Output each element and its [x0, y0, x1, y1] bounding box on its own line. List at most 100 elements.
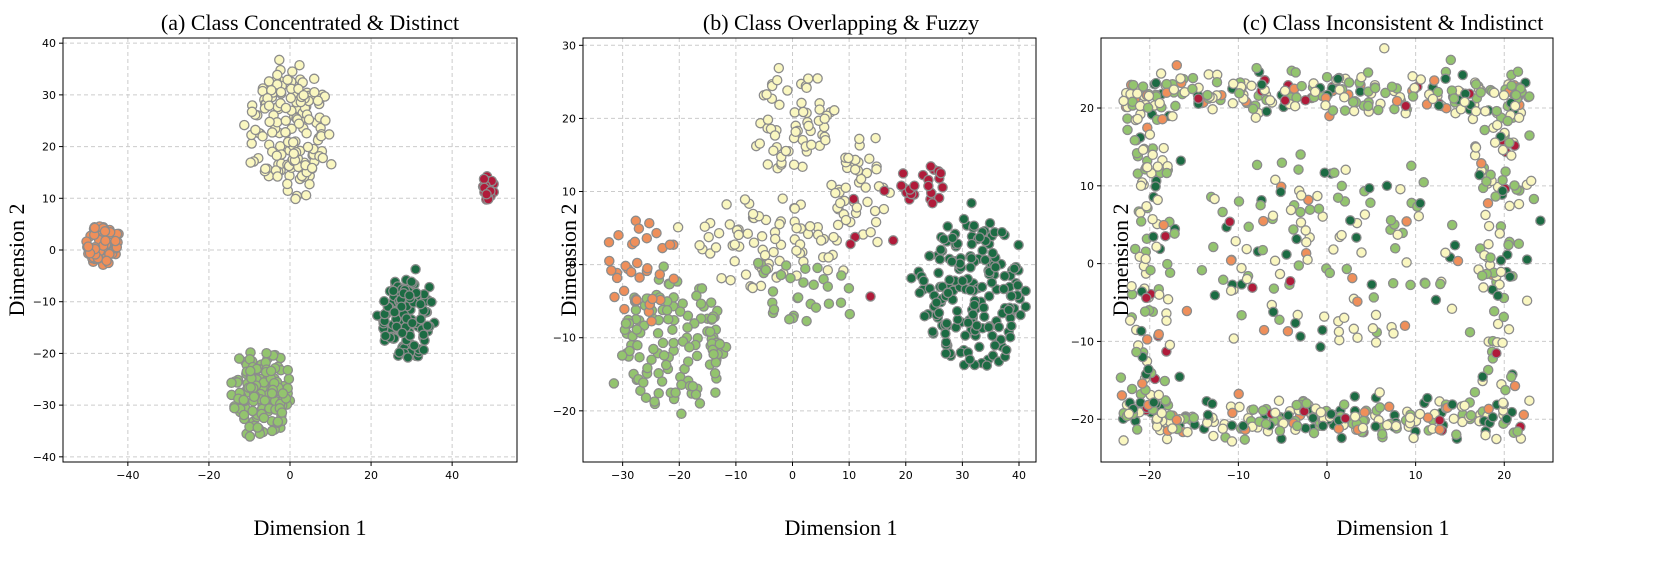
- point-cream: [1147, 149, 1158, 161]
- point-crimson: [937, 182, 948, 193]
- point-darkgreen: [1261, 106, 1272, 117]
- point-lightgreen: [1288, 224, 1299, 235]
- point-cream: [782, 85, 793, 96]
- point-darkgreen: [1295, 331, 1306, 342]
- point-lightgreen: [705, 297, 717, 308]
- point-cream: [1497, 397, 1509, 408]
- point-cream: [740, 269, 752, 280]
- point-lightgreen: [691, 350, 703, 362]
- point-cream: [1279, 85, 1291, 97]
- point-darkgreen: [957, 275, 968, 287]
- point-lightgreen: [1376, 428, 1388, 440]
- point-lightgreen: [608, 378, 620, 389]
- point-darkgreen: [1290, 317, 1301, 329]
- point-lightgreen: [1362, 100, 1374, 112]
- point-darkgreen: [1351, 232, 1362, 243]
- point-darkgreen: [415, 313, 426, 325]
- point-cream: [1124, 315, 1136, 326]
- point-darkgreen: [924, 250, 935, 262]
- point-darkgreen: [1009, 263, 1020, 274]
- point-orange: [644, 217, 655, 229]
- point-darkgreen: [983, 321, 994, 333]
- point-darkgreen: [1521, 254, 1533, 265]
- point-darkgreen: [406, 276, 417, 288]
- point-cream: [303, 114, 315, 125]
- point-lightgreen: [1488, 306, 1500, 317]
- point-darkgreen: [944, 274, 955, 286]
- y-tick-label: 10: [42, 192, 56, 205]
- point-orange: [634, 272, 645, 283]
- point-crimson: [1400, 100, 1412, 112]
- point-cream: [1152, 161, 1164, 172]
- point-darkgreen: [947, 232, 958, 244]
- point-lightgreen: [1470, 79, 1482, 90]
- point-lightgreen: [1464, 326, 1476, 338]
- point-cream: [1459, 96, 1470, 108]
- point-cream: [246, 138, 257, 149]
- point-cream: [1339, 92, 1350, 103]
- point-lightgreen: [1251, 62, 1262, 74]
- point-lightgreen: [634, 351, 645, 363]
- point-cream: [1295, 190, 1307, 201]
- point-lightgreen: [1368, 292, 1380, 303]
- point-cream: [1448, 413, 1460, 424]
- point-cream: [1509, 100, 1521, 112]
- point-lightgreen: [1162, 258, 1173, 270]
- point-darkgreen: [1414, 198, 1426, 209]
- point-cream: [1126, 280, 1137, 292]
- point-cream: [1356, 247, 1367, 258]
- point-darkgreen: [1281, 249, 1292, 260]
- point-lightgreen: [835, 297, 847, 308]
- point-lightgreen: [1161, 167, 1173, 179]
- point-cream: [804, 221, 816, 232]
- point-cream: [713, 227, 725, 239]
- point-cream: [317, 152, 329, 164]
- point-cream: [1506, 150, 1517, 161]
- point-orange: [646, 316, 657, 327]
- point-darkgreen: [1366, 279, 1378, 290]
- point-crimson: [879, 185, 890, 197]
- y-tick-label: −10: [33, 296, 56, 309]
- point-cream: [801, 82, 812, 94]
- point-cream: [1269, 255, 1281, 267]
- point-darkgreen: [1150, 181, 1161, 192]
- point-darkgreen: [1349, 391, 1361, 402]
- point-lightgreen: [1217, 206, 1228, 218]
- point-orange: [654, 269, 666, 280]
- x-tick-label: 0: [287, 469, 294, 482]
- point-cream: [1334, 84, 1345, 95]
- point-darkgreen: [1300, 422, 1311, 434]
- point-lightgreen: [792, 292, 804, 303]
- point-cream: [1470, 106, 1482, 117]
- point-orange: [629, 236, 641, 248]
- point-darkgreen: [1268, 306, 1279, 318]
- point-orange: [1158, 219, 1169, 231]
- point-orange: [1116, 390, 1128, 401]
- point-lightgreen: [785, 272, 796, 284]
- point-lightgreen: [663, 313, 674, 325]
- point-cream: [748, 237, 760, 248]
- point-lightgreen: [1164, 267, 1176, 279]
- x-tick-label: 0: [1324, 469, 1331, 482]
- point-lightgreen: [1407, 91, 1419, 102]
- point-lightgreen: [1448, 93, 1460, 104]
- point-lightgreen: [247, 405, 258, 417]
- point-cream: [729, 256, 740, 267]
- point-darkgreen: [1345, 215, 1356, 226]
- point-darkgreen: [983, 290, 995, 302]
- point-cream: [716, 272, 727, 284]
- point-cream: [788, 159, 800, 170]
- point-darkgreen: [396, 327, 408, 339]
- y-tick-label: −10: [1071, 335, 1094, 348]
- point-lightgreen: [1257, 405, 1269, 416]
- point-cream: [302, 141, 314, 153]
- point-cream: [862, 196, 873, 208]
- point-orange: [1383, 401, 1395, 413]
- point-lightgreen: [620, 318, 632, 329]
- point-cream: [1151, 241, 1162, 252]
- point-crimson: [897, 168, 909, 179]
- point-cream: [806, 139, 817, 151]
- point-darkgreen: [990, 261, 1001, 273]
- point-cream: [274, 54, 285, 66]
